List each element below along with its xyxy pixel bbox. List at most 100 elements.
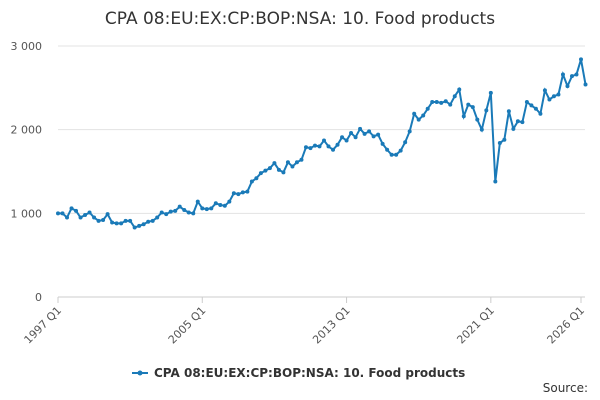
data-point <box>488 90 493 95</box>
data-point <box>299 157 304 162</box>
data-point <box>308 146 313 151</box>
data-point <box>191 211 196 216</box>
data-point <box>579 57 583 62</box>
data-point <box>389 152 394 157</box>
data-point <box>520 120 525 125</box>
data-point <box>236 192 241 197</box>
series-line <box>58 59 587 229</box>
data-point <box>258 171 263 176</box>
y-tick-label: 1 000 <box>11 207 43 220</box>
data-point <box>209 206 214 211</box>
data-point <box>137 223 142 228</box>
data-point <box>511 126 516 131</box>
data-point <box>367 129 372 134</box>
data-point <box>560 72 565 77</box>
data-point <box>83 213 88 218</box>
data-point <box>353 135 358 140</box>
legend-label: CPA 08:EU:EX:CP:BOP:NSA: 10. Food produc… <box>154 366 465 380</box>
source: Source: <box>543 381 588 395</box>
chart-title: CPA 08:EU:EX:CP:BOP:NSA: 10. Food produc… <box>105 9 495 29</box>
data-point <box>394 152 399 157</box>
x-tick-label: 2005 Q1 <box>166 304 209 347</box>
data-point <box>87 210 92 215</box>
data-point <box>371 134 376 139</box>
data-point <box>96 218 101 223</box>
data-point <box>461 114 466 119</box>
data-point <box>484 108 489 113</box>
data-point <box>430 100 435 105</box>
data-point <box>222 203 227 208</box>
data-point <box>204 207 209 212</box>
data-point <box>267 166 272 171</box>
data-point <box>344 138 349 143</box>
data-point <box>524 100 529 105</box>
data-point <box>385 147 390 152</box>
data-point <box>114 221 119 226</box>
data-point <box>412 111 417 116</box>
data-point <box>407 129 412 134</box>
data-point <box>132 225 137 230</box>
data-point <box>240 190 245 195</box>
data-point <box>272 161 277 166</box>
data-point <box>326 144 331 149</box>
data-point <box>565 84 570 89</box>
data-point <box>322 138 327 143</box>
x-tick-label: 1997 Q1 <box>22 304 65 347</box>
data-point <box>254 176 259 181</box>
legend-marker <box>137 370 143 376</box>
data-point <box>78 215 83 220</box>
data-point <box>69 206 74 211</box>
data-point <box>335 142 340 147</box>
data-point <box>358 126 363 131</box>
data-point <box>177 204 182 209</box>
data-point <box>105 212 110 217</box>
data-point <box>294 160 299 165</box>
data-point <box>186 210 191 215</box>
data-point <box>60 211 65 216</box>
data-point <box>403 140 408 145</box>
data-point <box>439 100 444 105</box>
data-point <box>533 106 538 111</box>
data-point <box>276 167 281 172</box>
data-point <box>380 141 385 146</box>
data-point <box>452 94 457 99</box>
data-point <box>92 215 97 220</box>
data-point <box>123 218 128 223</box>
data-point <box>213 201 218 206</box>
data-point <box>150 218 155 223</box>
data-point <box>281 170 286 175</box>
data-point <box>146 219 151 224</box>
data-point <box>425 106 430 111</box>
data-point <box>263 168 268 173</box>
data-point <box>290 164 295 169</box>
data-point <box>218 202 223 207</box>
data-point <box>502 137 507 142</box>
data-point <box>227 199 232 204</box>
data-point <box>173 208 178 213</box>
data-point <box>434 100 439 105</box>
x-tick-label: 2021 Q1 <box>454 304 497 347</box>
data-point <box>542 88 547 93</box>
data-point <box>164 212 169 217</box>
data-point <box>506 109 511 114</box>
data-point <box>110 220 115 225</box>
data-point <box>515 119 520 124</box>
data-point <box>182 207 187 212</box>
data-point <box>448 102 453 107</box>
data-point <box>317 144 322 149</box>
data-point <box>583 82 588 87</box>
data-point <box>303 145 308 150</box>
x-tick-label: 2013 Q1 <box>310 304 353 347</box>
data-point <box>349 131 354 136</box>
data-point <box>245 189 250 194</box>
data-point <box>497 141 502 146</box>
data-point <box>398 148 403 153</box>
data-point <box>159 210 164 215</box>
data-point <box>457 87 462 92</box>
data-point <box>551 94 556 99</box>
data-point <box>119 221 124 226</box>
data-point <box>556 92 561 97</box>
data-point <box>195 199 200 204</box>
data-point <box>331 147 336 152</box>
data-point <box>529 103 534 108</box>
